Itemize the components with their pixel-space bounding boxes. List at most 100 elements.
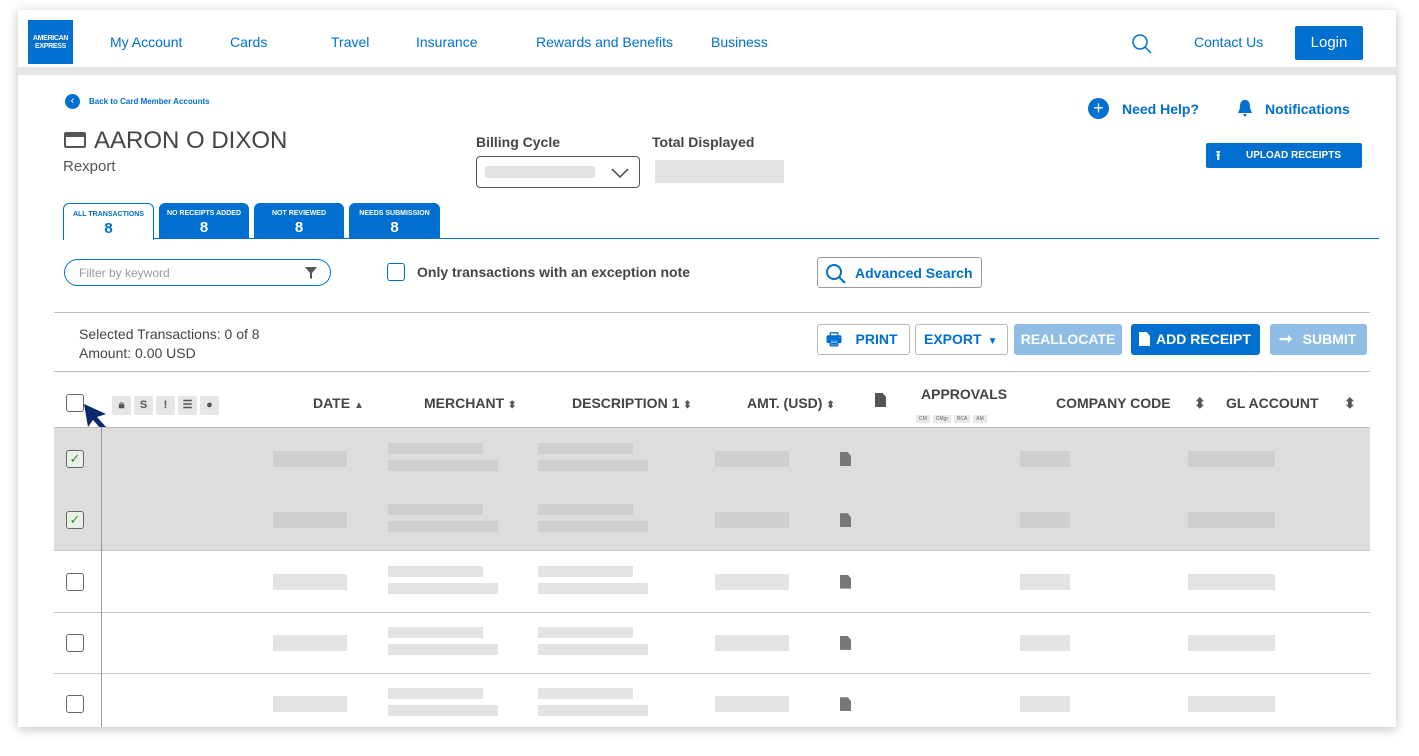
add-receipt-button[interactable]: ADD RECEIPT	[1131, 324, 1260, 355]
amount-cell	[715, 634, 789, 651]
receipt-icon[interactable]	[840, 452, 851, 466]
sort-icon[interactable]: ⬍	[1194, 395, 1206, 411]
document-icon	[1139, 332, 1150, 346]
company-code-header[interactable]: COMPANY CODE	[1056, 395, 1171, 411]
exception-checkbox[interactable]	[387, 263, 405, 281]
plus-icon[interactable]: +	[1088, 98, 1109, 119]
receipt-icon[interactable]	[840, 697, 851, 712]
s-flag-icon[interactable]: S	[134, 396, 153, 415]
export-button[interactable]: EXPORT ▼	[915, 324, 1008, 355]
advanced-search-button[interactable]: Advanced Search	[817, 257, 982, 288]
search-icon[interactable]	[1130, 32, 1154, 56]
row-checkbox[interactable]	[66, 695, 84, 714]
filter-placeholder: Filter by keyword	[79, 266, 170, 280]
need-help-link[interactable]: Need Help?	[1122, 101, 1200, 117]
login-button[interactable]: Login	[1295, 26, 1363, 60]
row-checkbox[interactable]: ✓	[66, 450, 84, 468]
row-checkbox[interactable]	[66, 633, 84, 652]
filter-icon	[305, 267, 317, 279]
filter-input[interactable]: Filter by keyword	[64, 259, 331, 286]
gl-account-cell	[1188, 573, 1275, 590]
chevron-down-icon	[611, 168, 629, 179]
approval-code: CMgr	[932, 415, 952, 423]
approval-code: BCA	[954, 415, 971, 423]
amount-label: AMT. (USD)	[747, 395, 823, 411]
date-header[interactable]: DATE ▲	[313, 395, 364, 411]
date-cell	[273, 512, 347, 529]
company-code-cell	[1020, 573, 1070, 590]
reallocate-button[interactable]: REALLOCATE	[1014, 324, 1122, 355]
merchant-header[interactable]: MERCHANT ⬍	[424, 395, 516, 411]
table-row[interactable]	[54, 612, 1370, 674]
bell-icon[interactable]	[1237, 99, 1253, 118]
table-row[interactable]: ✓	[54, 489, 1370, 552]
receipt-icon[interactable]	[840, 513, 851, 528]
caret-down-icon: ▼	[987, 336, 998, 347]
submit-label: SUBMIT	[1302, 331, 1357, 347]
table-row[interactable]: ✓	[54, 428, 1370, 490]
back-link[interactable]: Back to Card Member Accounts	[89, 97, 210, 106]
sort-icon: ⬍	[508, 400, 517, 411]
submit-button[interactable]: ➞ SUBMIT	[1270, 324, 1367, 355]
receipt-icon[interactable]	[840, 574, 851, 589]
selected-amount: Amount: 0.00 USD	[79, 345, 196, 361]
date-cell	[273, 451, 347, 467]
billing-cycle-value	[485, 166, 595, 178]
merchant-label: MERCHANT	[424, 395, 505, 411]
upload-receipts-button[interactable]: ⭱ UPLOAD RECEIPTS	[1206, 143, 1362, 168]
list-icon[interactable]: ☰	[178, 396, 197, 415]
sort-icon: ⬍	[683, 400, 692, 411]
table-row[interactable]	[54, 551, 1370, 613]
tab-label: NOT REVIEWED	[271, 210, 327, 217]
amount-header[interactable]: AMT. (USD) ⬍	[747, 395, 835, 411]
app-window: AMERICAN EXPRESS My Account Cards Travel …	[18, 10, 1396, 727]
exception-label: Only transactions with an exception note	[417, 264, 691, 280]
exclamation-icon[interactable]: !	[156, 396, 175, 415]
column-divider	[101, 428, 102, 727]
nav-business[interactable]: Business	[711, 34, 768, 50]
placeholder-cell	[388, 443, 483, 454]
print-button[interactable]: 🖶 PRINT	[817, 324, 910, 355]
tab-no-receipts-added[interactable]: NO RECEIPTS ADDED 8	[159, 203, 249, 239]
gl-account-cell	[1188, 512, 1275, 529]
back-icon[interactable]: ‹	[65, 94, 80, 109]
approval-codes: CM CMgr BCA AM	[916, 407, 990, 425]
row-checkbox[interactable]: ✓	[66, 511, 84, 530]
gl-account-header[interactable]: GL ACCOUNT	[1226, 395, 1319, 411]
search-icon	[826, 264, 846, 284]
select-all-checkbox[interactable]	[66, 394, 84, 412]
print-label: PRINT	[855, 331, 898, 347]
tab-all-transactions[interactable]: ALL TRANSACTIONS 8	[63, 203, 154, 240]
tab-not-reviewed[interactable]: NOT REVIEWED 8	[254, 203, 344, 239]
approvals-header: APPROVALS	[921, 386, 1008, 402]
description-header[interactable]: DESCRIPTION 1 ⬍	[572, 395, 692, 411]
contact-us-link[interactable]: Contact Us	[1194, 34, 1264, 50]
nav-travel[interactable]: Travel	[331, 34, 370, 50]
row-checkbox[interactable]	[66, 572, 84, 591]
date-cell	[273, 573, 347, 590]
tab-needs-submission[interactable]: NEEDS SUBMISSION 8	[349, 203, 440, 239]
table-row[interactable]	[54, 673, 1370, 727]
nav-my-account[interactable]: My Account	[110, 34, 183, 50]
advanced-search-label: Advanced Search	[855, 265, 973, 281]
selected-count: Selected Transactions: 0 of 8	[79, 326, 260, 342]
placeholder-cell	[538, 626, 633, 638]
mouse-cursor-icon	[84, 404, 106, 430]
placeholder-cell	[538, 582, 648, 594]
amex-logo[interactable]: AMERICAN EXPRESS	[28, 20, 73, 64]
comment-icon[interactable]: ●	[200, 396, 219, 415]
nav-insurance[interactable]: Insurance	[416, 34, 478, 50]
lock-icon[interactable]: 🔒︎	[112, 396, 131, 415]
receipt-icon[interactable]	[840, 635, 851, 650]
nav-cards[interactable]: Cards	[230, 34, 268, 50]
placeholder-cell	[538, 688, 633, 700]
nav-rewards[interactable]: Rewards and Benefits	[536, 34, 673, 50]
upload-receipts-label: UPLOAD RECEIPTS	[1246, 150, 1342, 161]
billing-cycle-select[interactable]	[476, 156, 640, 188]
tab-label: NEEDS SUBMISSION	[359, 210, 430, 217]
notifications-link[interactable]: Notifications	[1265, 101, 1350, 117]
tab-count: 8	[199, 219, 209, 236]
billing-cycle-label: Billing Cycle	[476, 134, 561, 150]
sort-icon[interactable]: ⬍	[1344, 395, 1356, 411]
placeholder-cell	[388, 565, 483, 577]
